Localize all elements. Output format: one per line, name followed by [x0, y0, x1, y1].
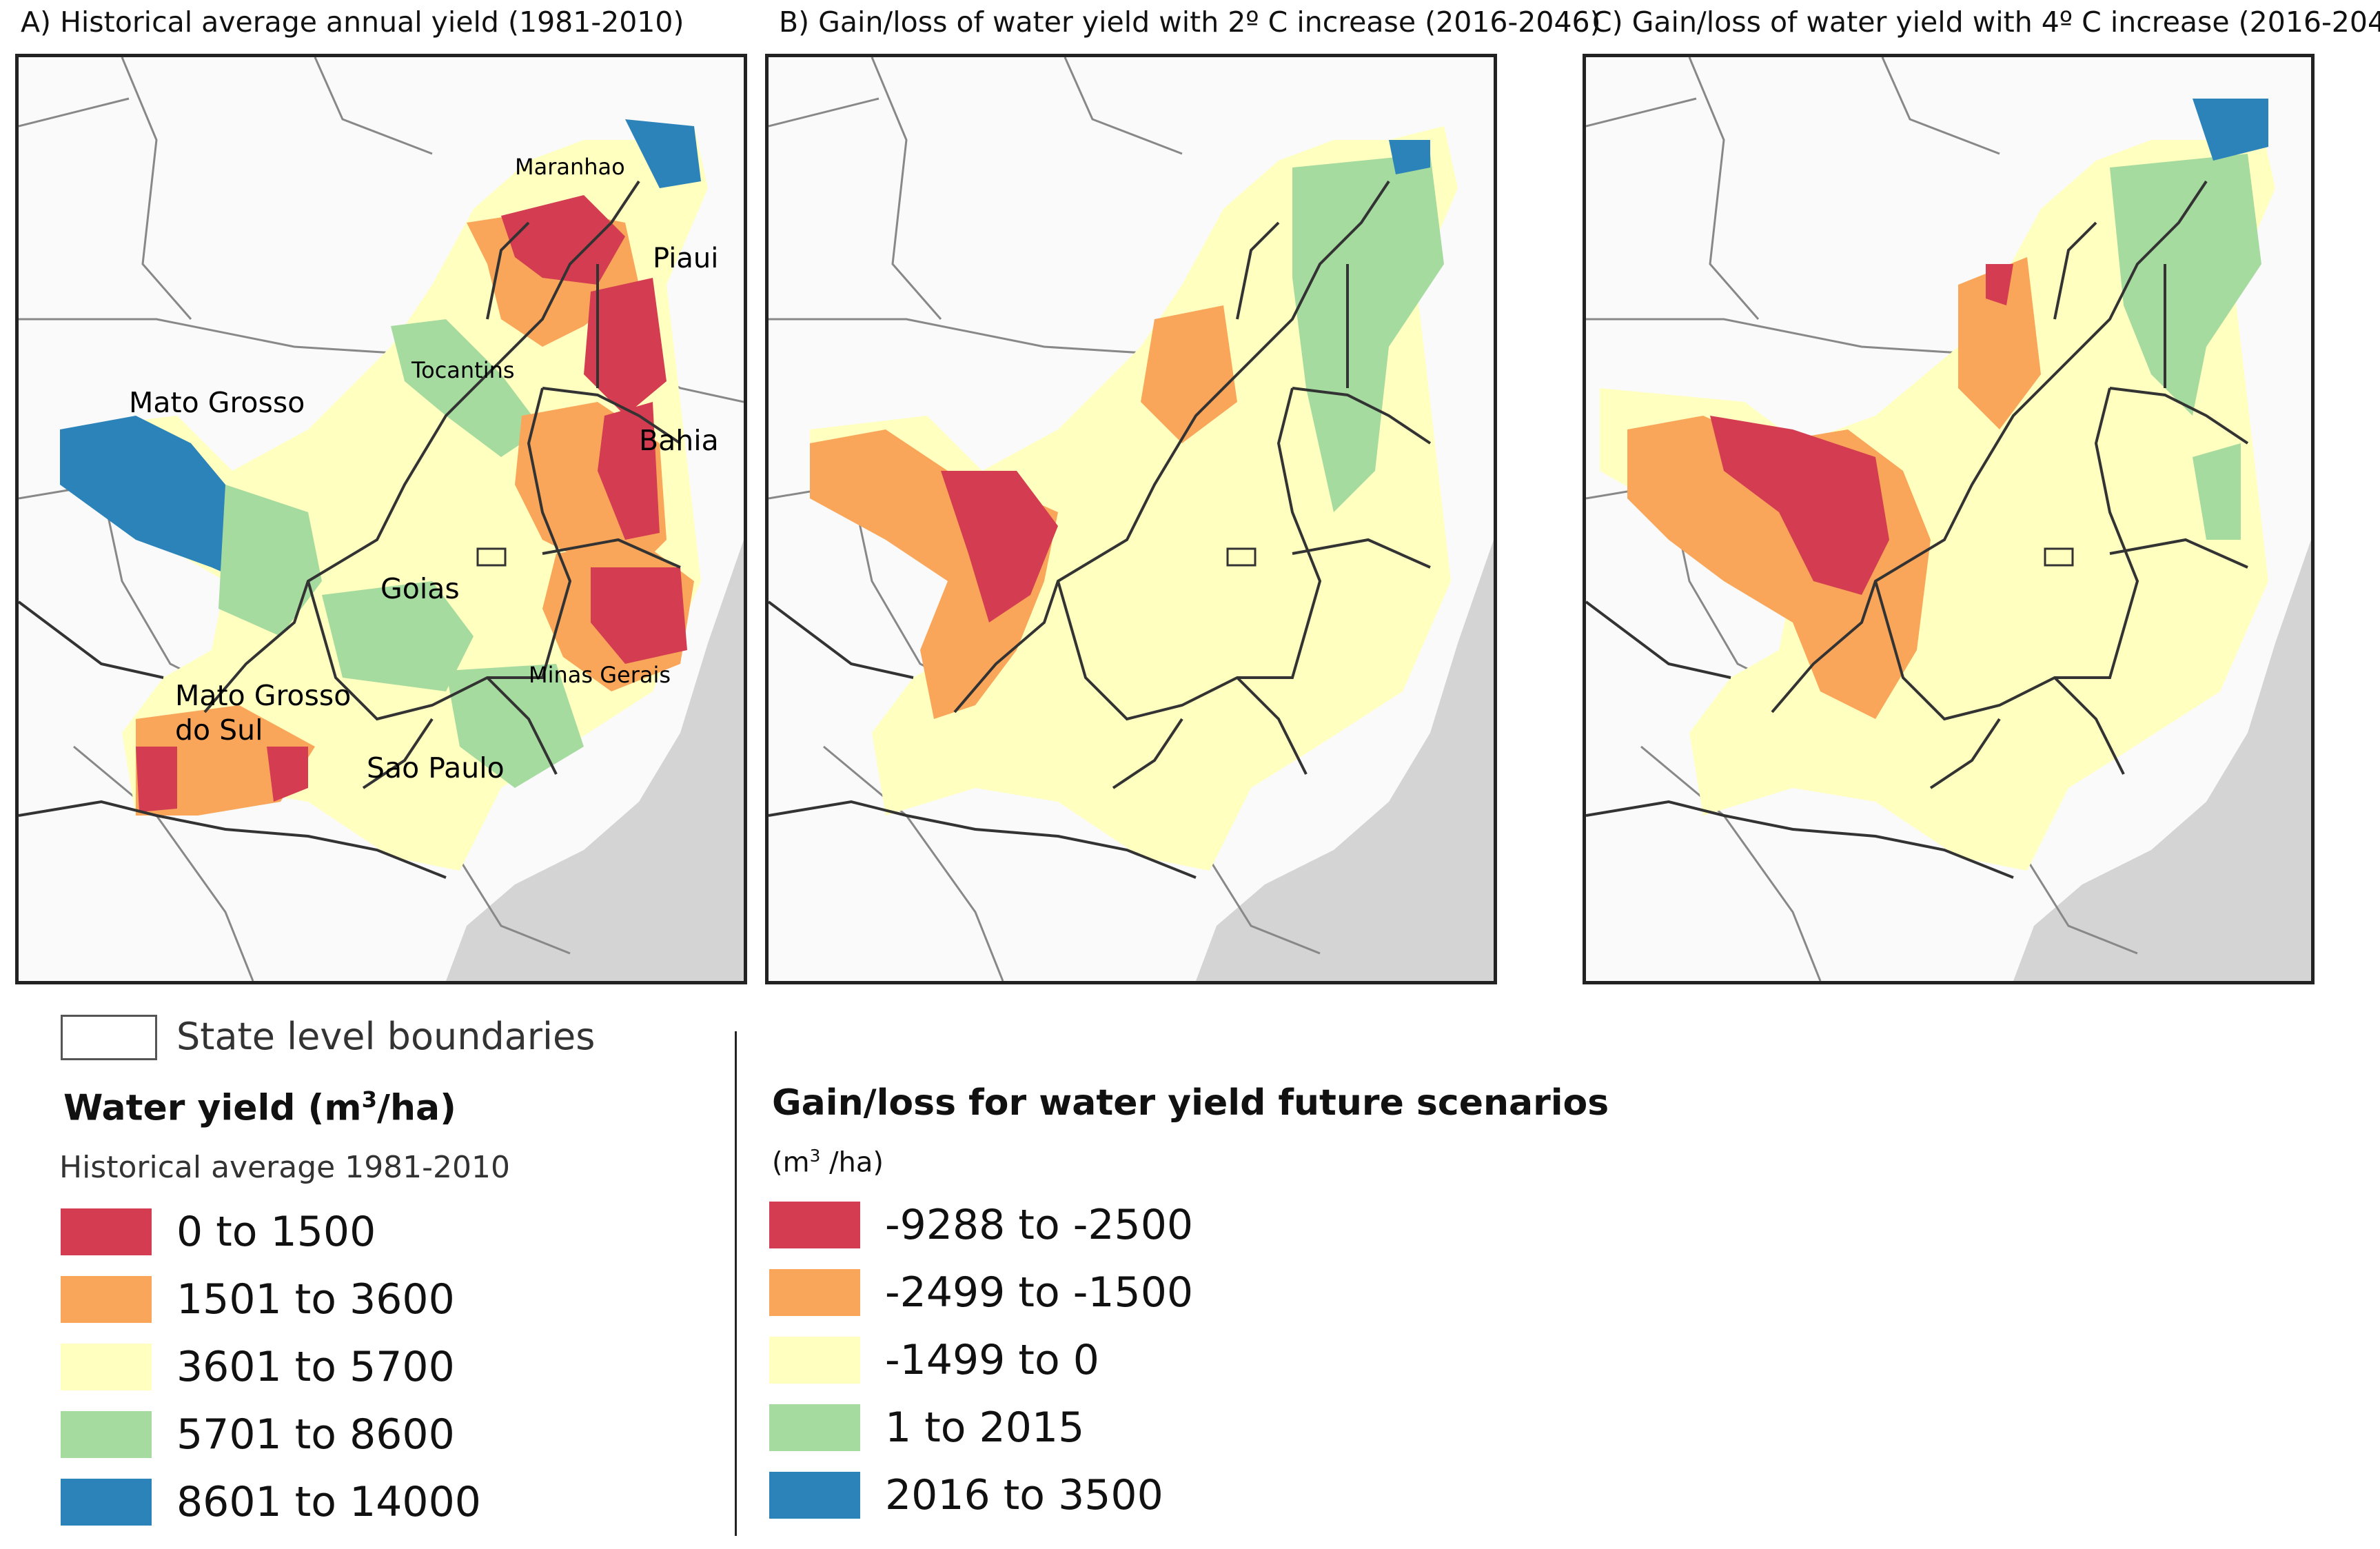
legend-item-future-4: 1 to 2015 [769, 1404, 1084, 1452]
legend-item-future-3: -1499 to 0 [769, 1336, 1099, 1384]
map-b-svg [769, 57, 1494, 981]
legend-item-historical-5: 8601 to 14000 [61, 1478, 481, 1526]
legend-swatch [61, 1344, 152, 1390]
map-c-svg [1586, 57, 2311, 981]
panel-c-title: C) Gain/loss of water yield with 4º C in… [1592, 6, 2380, 39]
label-goias: Goias [380, 572, 460, 605]
label-mato-grosso: Mato Grosso [129, 386, 305, 419]
state-boundary-label: State level boundaries [176, 1015, 596, 1058]
future-legend-unit: (m3 /ha) [772, 1146, 884, 1179]
legend-label: 8601 to 14000 [176, 1478, 481, 1526]
legend-label: 5701 to 8600 [176, 1410, 455, 1459]
label-mato-grosso-do-sul-2: do Sul [175, 713, 263, 747]
legend-item-historical-2: 1501 to 3600 [61, 1275, 455, 1324]
legend-label: 3601 to 5700 [176, 1343, 455, 1391]
map-panel-a: Maranhao Piaui Tocantins Mato Grosso Bah… [15, 54, 747, 984]
legend-swatch [61, 1276, 152, 1323]
ocean [446, 540, 744, 981]
legend-label: 1501 to 3600 [176, 1275, 455, 1324]
legend-item-future-5: 2016 to 3500 [769, 1471, 1163, 1519]
legend-swatch [769, 1472, 860, 1519]
legend-label: 2016 to 3500 [885, 1471, 1163, 1519]
label-piaui: Piaui [653, 243, 718, 274]
background-boundaries [769, 57, 1321, 981]
state-boundaries [1586, 180, 2249, 879]
legend-swatch [769, 1269, 860, 1316]
panel-a-title: A) Historical average annual yield (1981… [21, 6, 684, 39]
state-boundaries [19, 180, 682, 879]
legend-swatch [61, 1411, 152, 1458]
legend-item-historical-3: 3601 to 5700 [61, 1343, 455, 1391]
historical-legend-subtitle: Historical average 1981-2010 [59, 1150, 511, 1185]
legend-item-historical-4: 5701 to 8600 [61, 1410, 455, 1459]
state-boundary-swatch [61, 1015, 157, 1060]
panel-b-title: B) Gain/loss of water yield with 2º C in… [779, 6, 1601, 39]
map-a-svg: Maranhao Piaui Tocantins Mato Grosso Bah… [19, 57, 744, 981]
legend-swatch [769, 1337, 860, 1384]
label-mato-grosso-do-sul-1: Mato Grosso [175, 679, 351, 712]
map-panel-c [1583, 54, 2315, 984]
legend-divider [735, 1031, 737, 1536]
ocean [1196, 540, 1494, 981]
legend-label: 0 to 1500 [176, 1208, 376, 1256]
label-bahia: Bahia [639, 424, 719, 457]
legend-item-future-1: -9288 to -2500 [769, 1201, 1193, 1249]
map-panel-b [765, 54, 1497, 984]
legend-item-future-2: -2499 to -1500 [769, 1268, 1193, 1317]
historical-legend-title: Water yield (m3/ha) [63, 1086, 456, 1129]
label-sao-paulo: Sao Paulo [367, 751, 505, 784]
legend-swatch [769, 1404, 860, 1451]
label-tocantins: Tocantins [411, 357, 515, 383]
legend-label: -9288 to -2500 [885, 1201, 1194, 1249]
future-legend-title: Gain/loss for water yield future scenari… [772, 1082, 1609, 1124]
label-minas-gerais: Minas Gerais [529, 662, 671, 688]
label-maranhao: Maranhao [515, 154, 625, 180]
ocean [2013, 540, 2311, 981]
legend-swatch [61, 1208, 152, 1255]
legend-item-historical-1: 0 to 1500 [61, 1208, 376, 1256]
state-boundaries [769, 180, 1432, 879]
legend-swatch [61, 1479, 152, 1526]
background-boundaries [1586, 57, 2138, 981]
legend-label: -2499 to -1500 [885, 1268, 1194, 1317]
legend-swatch [769, 1202, 860, 1248]
legend-label: 1 to 2015 [885, 1404, 1085, 1452]
legend-label: -1499 to 0 [885, 1336, 1099, 1384]
